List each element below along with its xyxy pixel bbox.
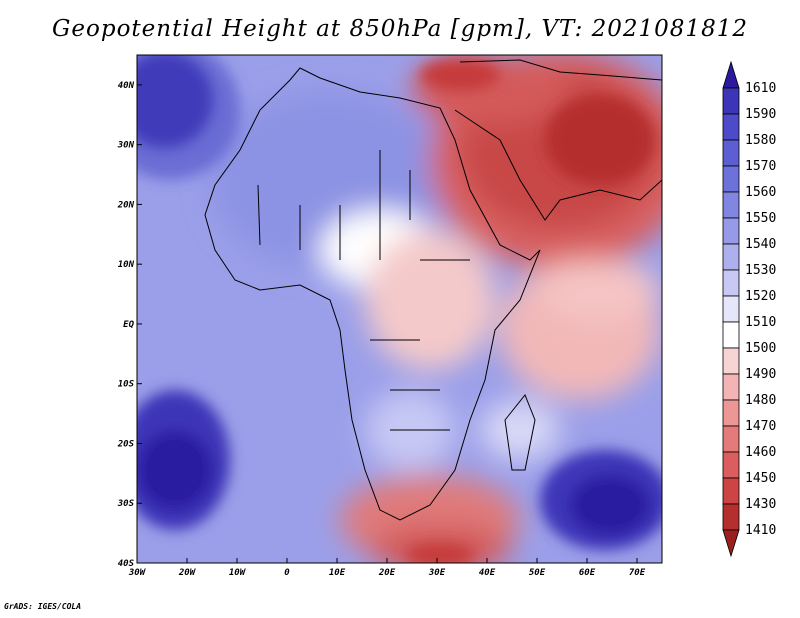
lat-tick-label: 20N [117,200,135,210]
lon-tick-label: 30W [128,568,147,578]
colorbar-swatch [722,503,740,531]
colorbar-label: 1560 [745,185,776,200]
lat-tick-label: 40S [118,559,135,569]
colorbar-swatch [722,529,740,558]
colorbar-label: 1410 [745,523,776,538]
colorbar-swatch [722,243,740,271]
colorbar-swatch [722,321,740,349]
coastlines [204,59,662,521]
chart-title: Geopotential Height at 850hPa [gpm], VT:… [52,16,748,42]
colorbar-swatch [722,139,740,167]
lat-tick-label: 30N [117,141,135,151]
height-field [137,55,662,563]
colorbar-swatch [722,113,740,141]
colorbar-label: 1530 [745,263,776,278]
colorbar-swatch [722,451,740,479]
colorbar-swatch [722,477,740,505]
colorbar-label: 1540 [745,237,776,252]
colorbar-label: 1480 [745,393,776,408]
lon-tick-label: 10W [229,568,247,578]
colorbar-swatch [722,217,740,245]
lat-tick-label: 30S [117,499,135,509]
colorbar-label: 1450 [745,471,776,486]
lon-tick-label: 30E [428,568,446,578]
colorbar-label: 1580 [745,133,776,148]
colorbar-label: 1500 [745,341,776,356]
lat-tick-label: 40N [118,81,135,91]
lon-tick-label: 50E [529,568,546,578]
colorbar-swatch [722,373,740,401]
colorbar-swatch [722,269,740,297]
lon-tick-label: 20E [378,568,396,578]
colorbar-swatch [722,347,740,375]
colorbar-swatch [722,399,740,427]
lon-tick-label: 40E [479,568,496,578]
lon-tick-label: 0 [284,568,290,578]
colorbar-label: 1470 [745,419,776,434]
colorbar-label: 1460 [745,445,776,460]
lat-tick-label: 20S [117,439,135,449]
colorbar-swatch [722,87,740,115]
colorbar-label: 1570 [745,159,776,174]
colorbar-swatch [722,60,740,89]
colorbar-swatch [722,191,740,219]
lon-tick-label: 70E [629,568,646,578]
latitude-ticks: 40N 30N 20N 10N EQ 10S 20S 30S 40S [117,81,142,569]
colorbar-label: 1430 [745,497,776,512]
longitude-ticks: 30W 20W 10W 0 10E 20E 30E 40E 50E 60E 70E [128,558,646,578]
colorbar-label: 1520 [745,289,776,304]
lon-tick-label: 20W [178,568,197,578]
plot-frame [136,54,663,564]
footer-credit: GrADS: IGES/COLA [4,602,82,611]
colorbar-label: 1490 [745,367,776,382]
colorbar-swatch [722,425,740,453]
colorbar-label: 1590 [745,107,776,122]
colorbar-label: 1510 [745,315,776,330]
colorbar-swatch [722,295,740,323]
colorbar-label: 1610 [745,81,776,96]
lat-tick-label: EQ [123,320,134,330]
lat-tick-label: 10S [118,380,135,390]
lon-tick-label: 10E [329,568,346,578]
colorbar-label: 1550 [745,211,776,226]
lat-tick-label: 10N [118,260,135,270]
colorbar-swatch [722,165,740,193]
colorbar: 1610 1590 1580 1570 1560 1550 1540 1530 1520 1510… [722,60,776,558]
lon-tick-label: 60E [579,568,596,578]
